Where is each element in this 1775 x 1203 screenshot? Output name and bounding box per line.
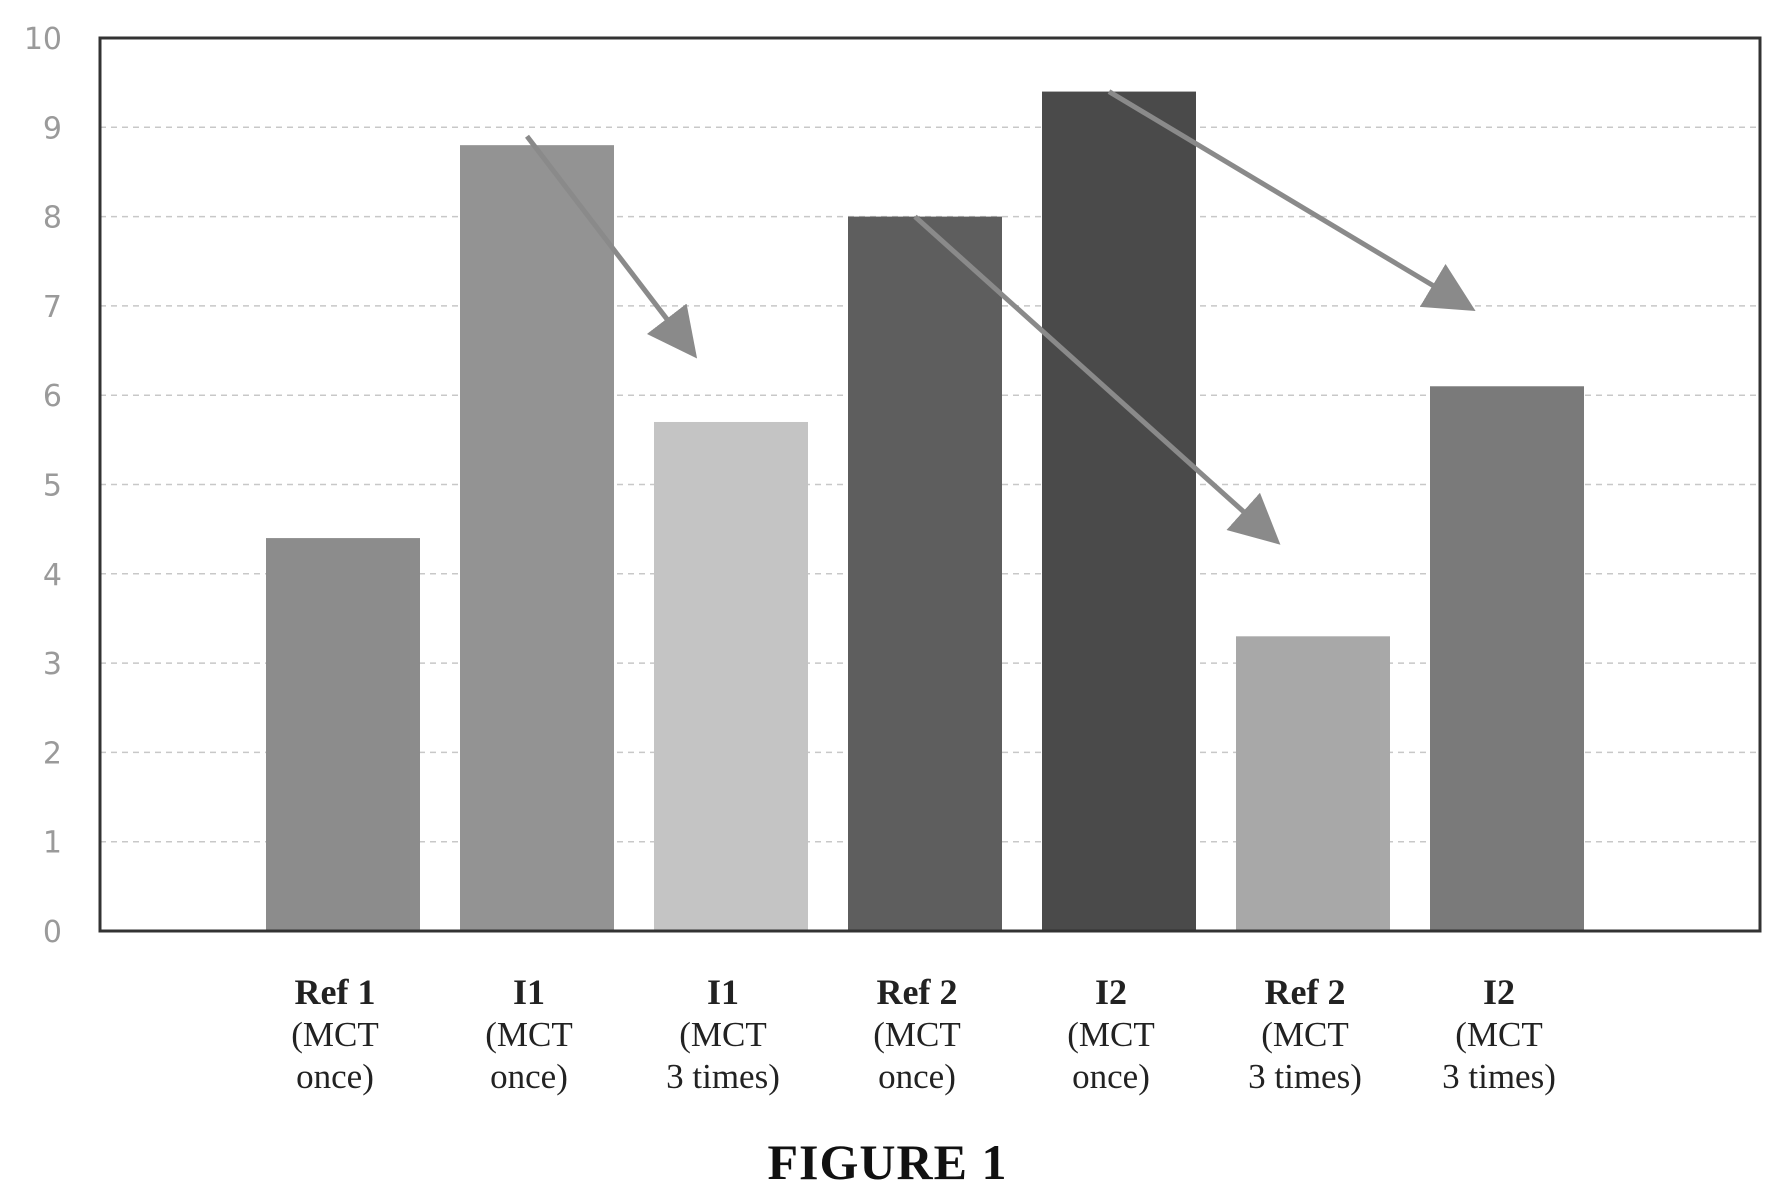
x-category-line2: 3 times) [1248, 1057, 1362, 1096]
bar-1 [266, 538, 420, 931]
bar-3 [654, 421, 808, 931]
y-tick-label: 1 [43, 826, 62, 861]
annotation-arrows [525, 89, 1476, 545]
y-tick-label: 6 [43, 379, 62, 414]
x-category-name: I2 [1095, 972, 1127, 1012]
y-tick-label: 0 [43, 915, 62, 950]
x-category-line2: once) [1072, 1057, 1150, 1096]
x-category-line1: (MCT [485, 1015, 573, 1054]
x-category-line1: (MCT [1261, 1015, 1349, 1054]
x-category-line1: (MCT [1067, 1015, 1155, 1054]
figure-caption: FIGURE 1 [767, 1134, 1008, 1190]
x-category-name: Ref 2 [1265, 972, 1346, 1012]
bar-7 [1430, 386, 1584, 931]
y-axis-ticks: 0 1 2 3 4 5 6 7 8 9 10 [24, 22, 62, 950]
x-category-name: Ref 1 [295, 972, 376, 1012]
y-tick-label: 8 [43, 201, 62, 236]
bars [266, 91, 1584, 932]
y-tick-label: 10 [24, 22, 62, 57]
x-category-line1: (MCT [1455, 1015, 1543, 1054]
x-category-line1: (MCT [873, 1015, 961, 1054]
bar-2 [460, 145, 614, 931]
x-category-name: I2 [1483, 972, 1515, 1012]
annotation-arrow [525, 134, 698, 359]
y-tick-label: 4 [43, 558, 62, 593]
y-tick-label: 3 [43, 647, 62, 682]
annotation-arrow [913, 214, 1281, 545]
x-category-line2: once) [878, 1057, 956, 1096]
x-category-line1: (MCT [291, 1015, 379, 1054]
annotation-arrow [1107, 89, 1476, 312]
y-tick-label: 2 [43, 736, 62, 771]
y-tick-label: 7 [43, 290, 62, 325]
x-category-name: I1 [707, 972, 739, 1012]
y-tick-label: 5 [43, 469, 62, 504]
bar-5 [1042, 91, 1196, 931]
x-category-line2: 3 times) [1442, 1057, 1556, 1096]
x-category-line2: once) [296, 1057, 374, 1096]
x-category-line2: once) [490, 1057, 568, 1096]
bar-4 [848, 216, 1002, 932]
x-category-line2: 3 times) [666, 1057, 780, 1096]
bar-6 [1236, 636, 1390, 931]
x-category-name: Ref 2 [877, 972, 958, 1012]
x-category-name: I1 [513, 972, 545, 1012]
plot-frame [98, 36, 1762, 933]
y-tick-label: 9 [43, 111, 62, 146]
x-category-line1: (MCT [679, 1015, 767, 1054]
